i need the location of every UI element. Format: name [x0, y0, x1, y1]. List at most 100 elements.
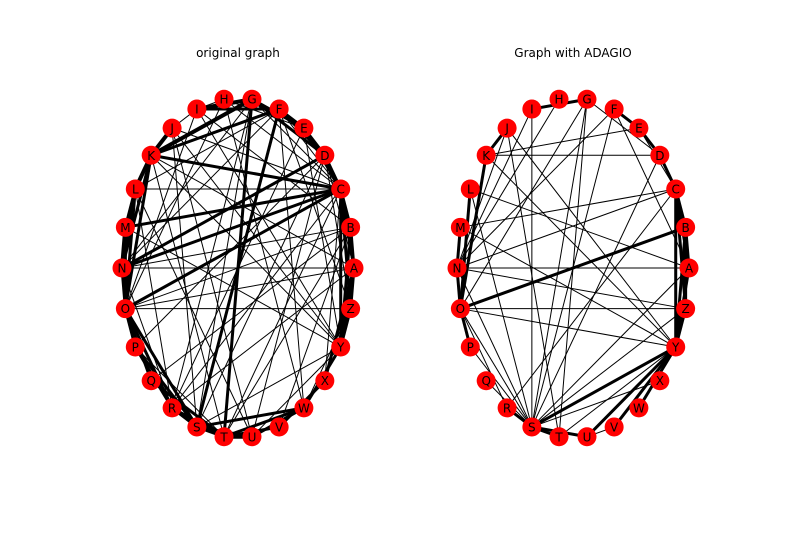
adagio-node-label-S: S: [528, 420, 536, 434]
original-edge-I-B: [196, 108, 351, 228]
original-node-S: [187, 417, 207, 437]
original-node-label-J: J: [169, 122, 174, 136]
adagio-node-label-I: I: [530, 103, 534, 117]
original-node-L: [125, 179, 145, 199]
original-edge-F-L: [135, 108, 280, 190]
adagio-node-label-R: R: [503, 401, 511, 415]
original-node-label-T: T: [219, 430, 228, 444]
original-node-F: [269, 99, 289, 119]
adagio-node-V: [604, 417, 624, 437]
adagio-node-X: [650, 371, 670, 391]
adagio-node-label-T: T: [554, 430, 563, 444]
original-node-U: [242, 427, 262, 447]
adagio-node-label-F: F: [611, 103, 618, 117]
adagio-node-O: [450, 299, 470, 319]
adagio-node-P: [460, 337, 480, 357]
adagio-node-label-Z: Z: [682, 302, 690, 316]
original-node-label-A: A: [350, 262, 359, 276]
original-edge-O-A: [125, 267, 355, 310]
adagio-node-L: [460, 179, 480, 199]
original-edge-K-A: [150, 154, 355, 269]
adagio-edge-S-D: [531, 155, 661, 428]
adagio-edge-S-Z: [531, 308, 686, 428]
original-edge-P-D: [134, 154, 326, 348]
adagio-node-label-Q: Q: [481, 374, 490, 388]
original-node-C: [331, 179, 351, 199]
original-node-label-X: X: [321, 374, 329, 388]
adagio-node-label-O: O: [456, 302, 465, 316]
adagio-node-label-V: V: [610, 420, 619, 434]
original-node-D: [315, 145, 335, 165]
original-node-label-V: V: [275, 420, 284, 434]
original-node-Y: [331, 337, 351, 357]
original-node-label-E: E: [300, 122, 308, 136]
adagio-edge-I-N: [456, 108, 533, 269]
adagio-edge-K-Y: [485, 154, 677, 348]
adagio-node-label-M: M: [455, 221, 465, 235]
original-node-B: [341, 217, 361, 237]
original-node-V: [269, 417, 289, 437]
adagio-node-N: [447, 258, 467, 278]
adagio-edge-F-N: [456, 108, 615, 269]
adagio-node-B: [676, 217, 696, 237]
adagio-node-W: [629, 398, 649, 418]
original-edge-X-C: [324, 188, 342, 381]
original-node-label-S: S: [193, 420, 201, 434]
adagio-graph: A B C DE F G H I JK L M N O P QR S T U VWX Y Z: [447, 89, 699, 447]
adagio-node-J: [497, 118, 517, 138]
adagio-node-Y: [666, 337, 686, 357]
adagio-edge-J-Y: [506, 127, 677, 348]
adagio-node-label-L: L: [467, 182, 474, 196]
original-graph: A B C DE F G H I JK L M N O P QR S T U VWX Y Z: [112, 89, 364, 447]
original-node-P: [125, 337, 145, 357]
right-panel-title: Graph with ADAGIO: [514, 46, 632, 60]
adagio-node-label-X: X: [656, 374, 664, 388]
original-edge-F-K: [150, 107, 280, 157]
original-node-G: [242, 89, 262, 109]
original-node-T: [214, 427, 234, 447]
adagio-node-label-C: C: [672, 182, 680, 196]
adagio-node-R: [497, 398, 517, 418]
adagio-node-I: [522, 99, 542, 119]
original-edge-H-O: [124, 99, 225, 309]
adagio-node-E: [629, 118, 649, 138]
adagio-edge-T-Y: [558, 346, 677, 438]
adagio-edge-P-S: [469, 346, 533, 428]
original-edge-Q-B: [150, 226, 351, 382]
adagio-edge-N-H: [456, 98, 560, 269]
adagio-edge-K-E: [486, 127, 639, 156]
original-edge-I-O: [124, 108, 198, 309]
original-edge-K-O: [123, 155, 153, 309]
original-edge-Y-E: [303, 128, 342, 348]
adagio-node-D: [650, 145, 670, 165]
adagio-edge-O-S: [459, 308, 533, 428]
adagio-edge-L-A: [470, 188, 690, 269]
original-edge-L-O: [123, 188, 137, 309]
adagio-edge-T-G: [558, 99, 588, 437]
adagio-node-label-D: D: [655, 149, 664, 163]
adagio-edge-U-Y: [585, 345, 677, 438]
adagio-edge-M-Y: [460, 226, 676, 348]
original-node-M: [115, 217, 135, 237]
original-edge-Z-C: [339, 188, 353, 309]
original-edge-O-C: [124, 187, 342, 310]
adagio-node-label-K: K: [482, 149, 491, 163]
adagio-node-label-E: E: [635, 122, 643, 136]
adagio-edge-N-S: [456, 267, 533, 428]
adagio-node-H: [549, 89, 569, 109]
adagio-edge-L-O: [458, 188, 472, 309]
adagio-node-T: [549, 427, 569, 447]
original-node-Z: [341, 299, 361, 319]
original-node-O: [115, 299, 135, 319]
adagio-node-label-P: P: [467, 341, 474, 355]
original-node-E: [294, 118, 314, 138]
adagio-node-label-B: B: [682, 221, 690, 235]
adagio-edge-M-C: [460, 188, 676, 228]
adagio-node-Z: [676, 299, 696, 319]
original-edge-Z-D: [324, 155, 352, 309]
original-edge-L-U: [134, 188, 253, 437]
adagio-edge-L-S: [469, 188, 533, 428]
original-node-label-D: D: [320, 149, 329, 163]
